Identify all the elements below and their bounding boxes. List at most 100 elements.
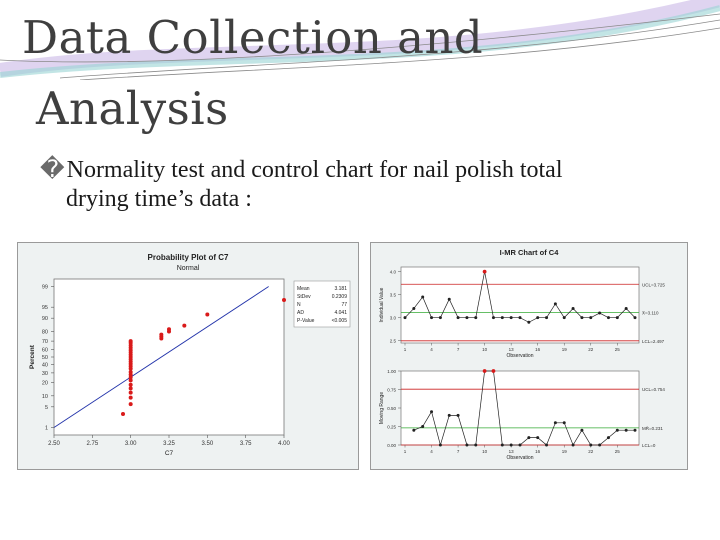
moving-range-chart: 1.00 0.75 0.50 0.25 0.00 1 4 7 10 13 16 19 22 25 Obser… bbox=[379, 369, 665, 461]
data-point bbox=[456, 413, 460, 417]
x-axis-label: C7 bbox=[165, 450, 174, 457]
data-point bbox=[500, 316, 504, 320]
data-point bbox=[553, 421, 557, 425]
x-axis-label: Observation bbox=[507, 455, 534, 461]
data-point bbox=[589, 316, 593, 320]
data-point bbox=[421, 425, 425, 428]
data-point bbox=[128, 370, 133, 375]
x-tick-label: 19 bbox=[562, 347, 568, 352]
slide-title: Data Collection and Analysis bbox=[22, 2, 483, 144]
x-tick-label: 19 bbox=[562, 449, 568, 454]
y-axis-label: Moving Range bbox=[379, 392, 385, 424]
legend-value: 3.181 bbox=[334, 286, 347, 292]
out-of-control-point bbox=[482, 269, 487, 274]
data-point bbox=[589, 443, 593, 447]
data-point bbox=[128, 386, 133, 391]
x-tick-label: 25 bbox=[615, 347, 621, 352]
data-point bbox=[624, 306, 628, 310]
y-tick-label: 1.00 bbox=[387, 369, 396, 374]
x-tick-label: 7 bbox=[457, 449, 460, 454]
data-point bbox=[509, 316, 513, 320]
data-point bbox=[518, 316, 522, 320]
plot-area bbox=[400, 266, 640, 344]
data-point bbox=[606, 316, 610, 320]
data-point bbox=[598, 311, 602, 315]
data-point bbox=[545, 443, 549, 447]
legend-value: 0.2309 bbox=[332, 294, 348, 300]
individuals-chart: 4.0 3.5 3.0 2.5 1 4 7 10 13 16 19 22 25 Observation In… bbox=[379, 266, 665, 359]
x-tick-label: 7 bbox=[457, 347, 460, 352]
title-line-2: Analysis bbox=[36, 82, 229, 135]
probability-plot-panel: Probability Plot of C7 Normal 1 5 10 20 30 40 50… bbox=[17, 242, 359, 470]
data-point bbox=[128, 390, 133, 395]
data-point bbox=[430, 410, 434, 414]
fit-line bbox=[53, 286, 269, 428]
x-tick-label: 2.50 bbox=[48, 441, 60, 447]
data-point bbox=[553, 302, 557, 306]
data-point bbox=[580, 316, 584, 320]
plot-area bbox=[53, 278, 285, 436]
data-point bbox=[545, 316, 549, 320]
ucl-label: UCL=0.754 bbox=[642, 387, 665, 392]
data-point bbox=[456, 316, 460, 320]
data-point bbox=[562, 316, 566, 320]
data-point bbox=[624, 428, 628, 432]
data-point bbox=[518, 443, 522, 447]
ucl-label: UCL=3.725 bbox=[642, 282, 665, 287]
data-point bbox=[447, 297, 451, 301]
y-tick-label: 1 bbox=[45, 425, 48, 431]
x-tick-label: 22 bbox=[588, 347, 594, 352]
legend-value: 77 bbox=[341, 302, 347, 308]
bullet-text-line-1: Normality test and control chart for nai… bbox=[66, 157, 563, 183]
legend-value: 4.041 bbox=[334, 310, 347, 316]
data-point bbox=[447, 413, 451, 417]
data-point bbox=[536, 436, 540, 440]
x-tick-label: 16 bbox=[535, 347, 541, 352]
y-tick-label: 60 bbox=[42, 347, 48, 353]
data-point bbox=[580, 428, 584, 432]
data-point bbox=[282, 298, 286, 303]
plot-area bbox=[400, 370, 640, 446]
data-point bbox=[615, 428, 619, 432]
probability-plot: Probability Plot of C7 Normal 1 5 10 20 30 40 50… bbox=[18, 243, 358, 469]
y-tick-label: 3.0 bbox=[390, 316, 397, 321]
chart-title: I-MR Chart of C4 bbox=[500, 248, 560, 257]
x-tick-label: 3.50 bbox=[201, 441, 213, 447]
data-point bbox=[571, 443, 575, 447]
x-tick-label: 3.25 bbox=[163, 441, 175, 447]
legend-label: N bbox=[297, 302, 301, 308]
data-point bbox=[598, 443, 602, 447]
data-point bbox=[438, 316, 442, 320]
y-tick-label: 40 bbox=[42, 363, 48, 369]
bullet-glyph: � bbox=[40, 157, 65, 183]
imr-chart-panel: I-MR Chart of C4 4.0 3.5 3.0 2.5 1 4 7 10 13 16 19 2… bbox=[370, 242, 688, 470]
y-tick-label: 2.5 bbox=[390, 339, 397, 344]
x-tick-label: 4 bbox=[430, 347, 433, 352]
title-line-1: Data Collection and bbox=[22, 11, 484, 64]
data-point bbox=[633, 428, 637, 432]
data-point bbox=[167, 327, 171, 332]
y-tick-label: 50 bbox=[42, 355, 48, 361]
data-point bbox=[491, 316, 495, 320]
data-point bbox=[421, 295, 425, 299]
x-tick-label: 25 bbox=[615, 449, 621, 454]
y-tick-label: 20 bbox=[42, 380, 48, 386]
data-point bbox=[633, 316, 637, 320]
data-point bbox=[403, 316, 407, 320]
y-tick-label: 3.5 bbox=[390, 293, 397, 298]
data-point bbox=[128, 378, 133, 383]
y-tick-label: 30 bbox=[42, 371, 48, 377]
out-of-control-point bbox=[491, 369, 496, 373]
data-point bbox=[430, 316, 434, 320]
data-point bbox=[536, 316, 540, 320]
legend-box bbox=[293, 280, 351, 328]
x-tick-label: 22 bbox=[588, 449, 594, 454]
data-point bbox=[412, 306, 416, 310]
data-point bbox=[128, 382, 133, 387]
y-tick-label: 5 bbox=[45, 405, 48, 411]
data-point bbox=[128, 402, 133, 407]
data-point bbox=[606, 436, 610, 440]
data-point bbox=[527, 320, 531, 324]
data-point bbox=[465, 443, 469, 447]
y-tick-label: 99 bbox=[42, 285, 48, 291]
